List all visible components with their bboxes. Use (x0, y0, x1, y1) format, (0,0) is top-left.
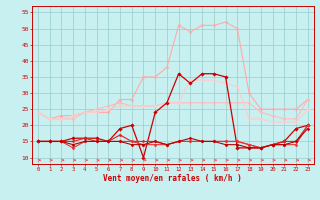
X-axis label: Vent moyen/en rafales ( km/h ): Vent moyen/en rafales ( km/h ) (103, 174, 242, 183)
